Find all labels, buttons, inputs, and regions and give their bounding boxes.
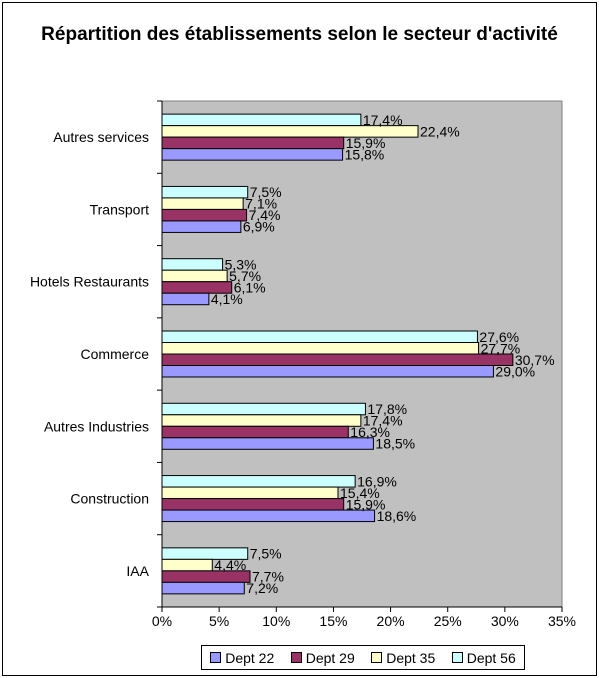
category-label: Construction: [70, 491, 149, 507]
legend-swatch: [451, 652, 463, 663]
data-label: 17,8%: [367, 401, 407, 417]
legend-swatch: [210, 652, 222, 663]
bar: [161, 148, 344, 161]
bar: [161, 113, 362, 127]
legend-item: Dept 29: [290, 649, 355, 666]
data-label: 30,7%: [515, 352, 555, 368]
data-label: 16,3%: [350, 424, 390, 440]
bar: [161, 136, 345, 150]
data-label: 17,4%: [363, 413, 403, 429]
data-label: 17,4%: [363, 112, 403, 128]
bar: [161, 558, 213, 572]
data-label: 6,1%: [234, 279, 266, 295]
data-label: 7,4%: [249, 207, 281, 223]
category-label: Commerce: [81, 346, 150, 362]
data-label: 29,0%: [495, 363, 535, 379]
data-label: 22,4%: [420, 123, 460, 139]
data-label: 15,9%: [346, 135, 386, 151]
bar: [161, 414, 362, 427]
legend: Dept 22 Dept 29 Dept 35 Dept 56: [201, 645, 525, 670]
data-label: 4,1%: [211, 291, 243, 307]
legend-label: Dept 56: [466, 649, 516, 666]
data-label: 27,6%: [479, 329, 519, 345]
legend-item: Dept 35: [371, 650, 435, 666]
x-tick-label: 0%: [152, 613, 172, 629]
x-tick-label: 10%: [262, 613, 290, 629]
data-label: 15,4%: [340, 485, 380, 501]
bar: [161, 197, 244, 210]
bar: [161, 208, 248, 222]
bar: [161, 258, 224, 271]
data-label: 7,5%: [250, 184, 282, 200]
data-label: 4,4%: [214, 557, 246, 573]
category-label: Autres Industries: [44, 418, 149, 434]
x-tick-label: 35%: [548, 613, 576, 629]
category-label: IAA: [126, 563, 149, 579]
data-label: 15,9%: [346, 496, 386, 512]
bar: [161, 269, 228, 283]
category-label: Autres services: [53, 129, 149, 145]
data-label: 7,5%: [250, 546, 282, 562]
bar: [161, 185, 249, 199]
bar: [161, 437, 374, 450]
chart-title: Répartition des établissements selon le …: [41, 24, 558, 45]
data-label: 5,3%: [225, 256, 257, 272]
data-label: 27,7%: [481, 340, 521, 356]
legend-item: Dept 22: [210, 650, 274, 666]
x-tick-label: 20%: [377, 613, 405, 629]
bar: [161, 220, 242, 233]
legend-label: Dept 29: [305, 649, 355, 666]
data-label: 15,8%: [345, 146, 385, 162]
category-label: Transport: [90, 201, 150, 217]
bar: [161, 292, 210, 306]
bar: [161, 581, 245, 595]
bar: [161, 365, 494, 378]
bar: [161, 330, 478, 343]
bar: [161, 402, 366, 416]
legend-item: Dept 56: [451, 649, 516, 666]
x-tick-label: 25%: [434, 613, 462, 629]
legend-label: Dept 35: [386, 649, 436, 666]
data-label: 18,6%: [377, 508, 417, 524]
legend-swatch: [371, 652, 383, 663]
bar: [161, 498, 345, 511]
bar: [161, 475, 356, 488]
data-label: 7,7%: [252, 569, 284, 585]
data-label: 18,5%: [375, 436, 415, 452]
bar: [161, 486, 339, 500]
data-label: 5,7%: [229, 268, 261, 284]
bar: [161, 342, 480, 355]
legend-swatch: [290, 652, 302, 663]
data-label: 6,9%: [243, 219, 275, 235]
data-label: 7,1%: [245, 196, 277, 212]
bar: [161, 509, 376, 523]
legend-label: Dept 22: [225, 649, 275, 666]
bar: [161, 425, 349, 439]
x-tick-label: 15%: [319, 613, 347, 629]
bar: [161, 353, 514, 366]
category-label: Hotels Restaurants: [30, 274, 149, 290]
x-tick-label: 5%: [209, 613, 229, 629]
data-label: 16,9%: [357, 473, 397, 489]
x-tick-label: 30%: [491, 613, 519, 629]
data-label: 7,2%: [246, 580, 278, 596]
